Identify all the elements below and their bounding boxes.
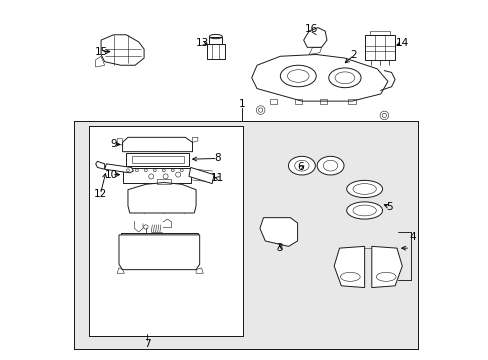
Text: 4: 4 [409,232,415,242]
Text: 3: 3 [276,243,283,253]
Polygon shape [188,167,214,184]
Text: 11: 11 [210,173,224,183]
Bar [88,126,242,336]
Text: 7: 7 [143,339,150,349]
Text: 8: 8 [214,153,221,163]
Ellipse shape [346,202,382,219]
Text: 10: 10 [105,170,118,180]
Text: 5: 5 [386,202,392,212]
Bar [206,44,224,59]
Text: 12: 12 [94,189,107,199]
Polygon shape [96,161,104,169]
Text: 1: 1 [238,99,245,109]
Text: 15: 15 [94,46,107,57]
Bar [88,126,242,336]
Ellipse shape [288,156,315,175]
Polygon shape [260,218,297,246]
Polygon shape [122,137,192,152]
Text: 16: 16 [305,24,318,34]
Polygon shape [119,235,199,270]
Bar [369,31,389,35]
Bar [74,121,418,348]
Polygon shape [333,246,364,288]
Text: 2: 2 [350,50,356,60]
Ellipse shape [346,180,382,198]
Text: 14: 14 [395,38,408,48]
Polygon shape [122,168,190,183]
Text: 13: 13 [195,38,208,48]
Polygon shape [126,153,188,166]
Polygon shape [371,246,402,288]
Polygon shape [121,233,198,236]
Ellipse shape [317,156,344,175]
Bar [74,121,418,348]
Polygon shape [251,54,387,101]
Text: 6: 6 [297,162,304,172]
Polygon shape [128,183,196,213]
Bar [364,35,395,60]
Polygon shape [104,164,133,173]
Text: 9: 9 [110,139,117,149]
